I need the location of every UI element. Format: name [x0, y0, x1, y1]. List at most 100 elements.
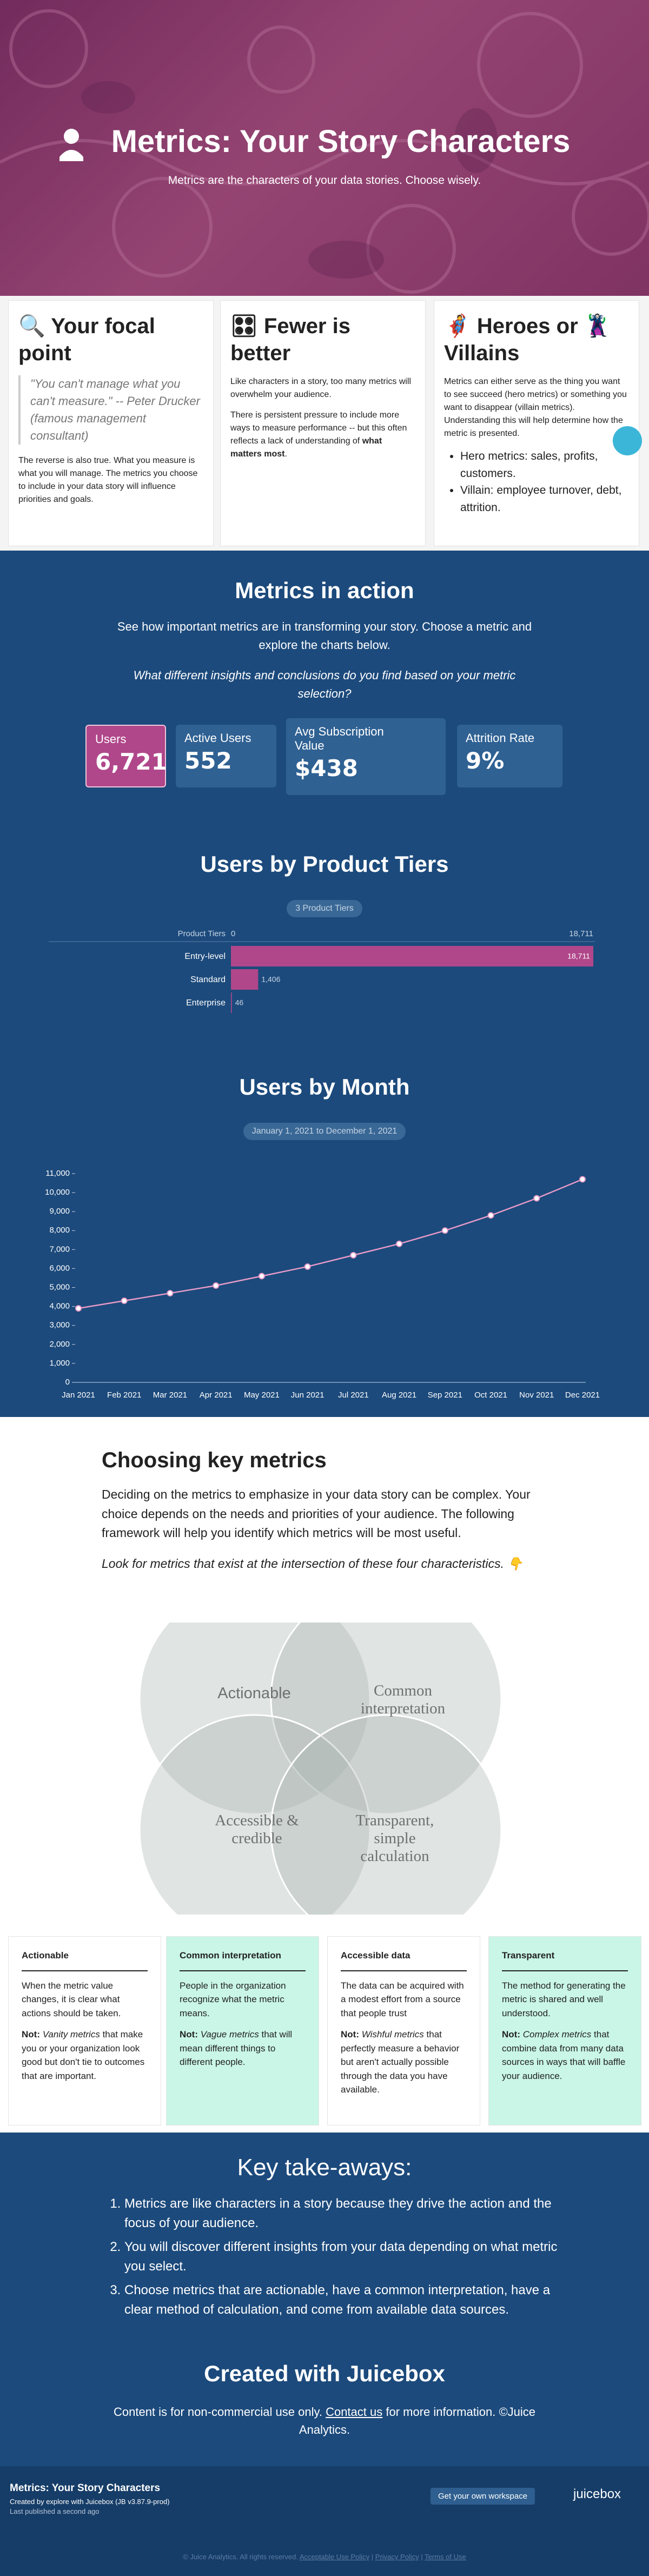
x-tick-label: Jan 2021 — [62, 1390, 95, 1400]
footer-link[interactable]: Privacy Policy — [375, 2553, 419, 2561]
section-title: Key take-aways: — [237, 2154, 412, 2181]
hero-pattern — [0, 0, 649, 296]
takeaways: Key take-aways: Metrics are like charact… — [0, 2133, 649, 2466]
text-part: Content is for non-commercial use only. — [113, 2405, 326, 2419]
point — [487, 1212, 494, 1219]
filter[interactable]: 3 Product Tiers — [0, 900, 649, 917]
card-text: The reverse is also true. What you measu… — [18, 455, 198, 504]
y-tick-label: 2,000 — [49, 1340, 70, 1349]
point — [75, 1305, 82, 1312]
card-not: Not: Vanity metrics that make you or you… — [22, 2028, 148, 2083]
y-tick-label: 10,000 — [45, 1188, 70, 1197]
not-text: that will mean different things to diffe… — [180, 2029, 293, 2067]
footer: Metrics: Your Story Characters Created b… — [0, 2466, 649, 2576]
card-not: Not: Wishful metrics that perfectly meas… — [341, 2028, 467, 2097]
x-tick-label: Feb 2021 — [107, 1390, 141, 1400]
y-tick-label: 5,000 — [49, 1283, 70, 1292]
not-text: that combine data from many data sources… — [502, 2029, 626, 2081]
kpi-value: 6,721 — [95, 749, 167, 775]
not-label: Not: — [341, 2029, 359, 2039]
card-title: Accessible data — [341, 1949, 467, 1971]
card-title: 🦸 Heroes or 🦹 Villains — [444, 314, 611, 365]
category-label: Entry-level — [184, 952, 226, 961]
x-tick-label: 0 — [231, 929, 235, 938]
footer-created: Created by explore with Juicebox (JB v3.… — [10, 2498, 170, 2506]
category-label: Enterprise — [186, 998, 226, 1008]
card-not: Not: Complex metrics that combine data f… — [502, 2028, 628, 2083]
chart-title: Users by Product Tiers — [200, 851, 449, 877]
text-part: for more information. ©Juice Analytics. — [299, 2405, 536, 2436]
x-tick-label: Aug 2021 — [382, 1390, 416, 1400]
feature-card: Common interpretation People in the orga… — [166, 1936, 319, 2125]
bullet-list: Hero metrics: sales, profits, customers.… — [444, 448, 629, 516]
intro-cards: 🔍 Your focal point "You can't manage wha… — [0, 296, 649, 551]
point — [258, 1273, 265, 1280]
card-not: Not: Vague metrics that will mean differ… — [180, 2028, 306, 2069]
kpi-value: 552 — [184, 747, 232, 774]
x-tick-label: Jun 2021 — [291, 1390, 325, 1400]
kpi-card[interactable]: Attrition Rate 9% — [457, 725, 562, 787]
point — [441, 1227, 448, 1234]
point — [533, 1195, 540, 1202]
hero-title: Metrics: Your Story Characters — [111, 124, 571, 159]
venn-label-box: Common interpretation — [361, 1682, 445, 1717]
bar — [231, 969, 259, 990]
bar-chart: Product Tiers 0 18,711 Entry-level 18,711 Sta… — [49, 929, 595, 1013]
chart-title: Users by Month — [239, 1074, 410, 1100]
kpi-label: Attrition Rate — [466, 731, 535, 745]
point — [213, 1282, 220, 1289]
x-tick-label: Sep 2021 — [428, 1390, 462, 1400]
choosing-key-metrics: Choosing key metrics Deciding on the met… — [0, 1417, 649, 2133]
section-title: Choosing key metrics — [102, 1448, 327, 1472]
logo[interactable]: juicebox — [573, 2487, 621, 2501]
y-tick-label: 3,000 — [49, 1321, 70, 1330]
card-title: 🎛 Fewer is better — [230, 314, 350, 365]
workspace-button[interactable]: Get your own workspace — [431, 2488, 535, 2505]
kpi-value: $438 — [295, 755, 358, 782]
kpi-label: Avg Subscription Value — [295, 725, 384, 752]
kpi-card[interactable]: Avg Subscription Value $438 — [286, 718, 446, 795]
feature-card: Actionable When the metric value changes… — [8, 1936, 161, 2125]
help-button[interactable] — [613, 426, 642, 455]
section-question: What different insights and conclusions … — [133, 668, 516, 701]
filter-label[interactable]: January 1, 2021 to December 1, 2021 — [243, 1123, 406, 1140]
card-text: The method for generating the metric is … — [502, 1980, 626, 2018]
venn-label-box: Accessible & credible — [215, 1812, 299, 1847]
category-label: Standard — [190, 975, 226, 984]
footer-link[interactable]: Acceptable Use Policy — [299, 2553, 370, 2561]
venn-diagram: Actionable Common interpretation Accessi… — [138, 1623, 502, 1915]
intro-card: 🦸 Heroes or 🦹 Villains Metrics can eithe… — [434, 300, 642, 546]
filter[interactable]: January 1, 2021 to December 1, 2021 — [0, 1123, 649, 1140]
footer-link[interactable]: Terms of Use — [425, 2553, 466, 2561]
card-text: Like characters in a story, too many met… — [230, 377, 412, 399]
footer-bottom: © Juice Analytics. All rights reserved. … — [0, 2553, 649, 2561]
line-chart: 0 1,000 2,000 3,000 4,000 5,000 6,000 7,000 8,00… — [45, 1169, 600, 1400]
x-tick-label: May 2021 — [244, 1390, 280, 1400]
text-part: . — [284, 449, 287, 459]
filter-label[interactable]: 3 Product Tiers — [287, 900, 362, 917]
intro-card: 🎛 Fewer is better Like characters in a s… — [220, 300, 426, 546]
separator: | — [371, 2553, 374, 2561]
x-tick-label: Nov 2021 — [519, 1390, 554, 1400]
footer-published: Last published a second ago — [10, 2507, 100, 2515]
not-term: Vague metrics — [200, 2029, 259, 2039]
x-tick-label: Oct 2021 — [474, 1390, 507, 1400]
axis-label: Product Tiers — [178, 929, 226, 938]
contact-link[interactable]: Contact us — [326, 2405, 383, 2419]
y-tick-label: 9,000 — [49, 1207, 70, 1216]
created-title: Created with Juicebox — [204, 2361, 445, 2386]
value-label: 18,711 — [567, 952, 590, 961]
y-tick-label: 7,000 — [49, 1244, 70, 1254]
venn-label-box: Transparent, simple calculation — [356, 1812, 434, 1865]
card-title: Common interpretation — [180, 1949, 306, 1971]
copyright: © Juice Analytics. All rights reserved. — [183, 2553, 298, 2561]
quote: "You can't manage what you can't measure… — [18, 375, 203, 445]
kpi-value: 9% — [466, 747, 505, 774]
kpi-card[interactable]: Users 6,721 — [85, 725, 167, 787]
section-hint: Look for metrics that exist at the inter… — [102, 1557, 524, 1571]
x-tick-label: 18,711 — [569, 929, 593, 938]
kpi-card[interactable]: Active Users 552 — [176, 725, 276, 787]
intro-card: 🔍 Your focal point "You can't manage wha… — [8, 300, 214, 546]
card-title: 🔍 Your focal point — [18, 314, 155, 365]
separator: | — [421, 2553, 423, 2561]
